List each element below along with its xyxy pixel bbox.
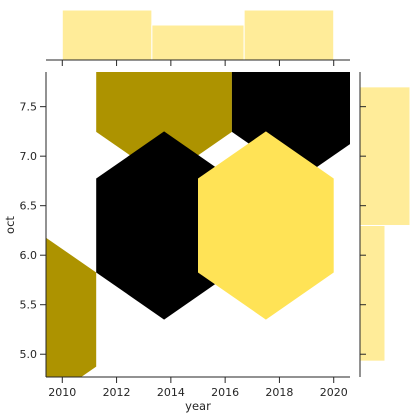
top-marginal-histogram bbox=[46, 9, 350, 66]
y-tick-label-6.5: 6.5 bbox=[20, 200, 38, 213]
x-tick-label-2018: 2018 bbox=[265, 386, 293, 399]
y-axis-label: oct bbox=[3, 216, 17, 234]
right-marginal-bars bbox=[359, 86, 411, 362]
top-marginal-bar-3 bbox=[243, 9, 335, 61]
y-tick-label-5.0: 5.0 bbox=[20, 348, 38, 361]
y-tick-label-6.0: 6.0 bbox=[20, 249, 38, 262]
hexbin-layer bbox=[46, 72, 350, 377]
x-tick-label-2014: 2014 bbox=[157, 386, 185, 399]
top-marginal-bar-2 bbox=[151, 24, 245, 61]
top-marginal-bars bbox=[61, 9, 335, 61]
hexbin-2 bbox=[96, 72, 232, 179]
x-tick-label-2010: 2010 bbox=[48, 386, 76, 399]
x-tick-label-2012: 2012 bbox=[103, 386, 131, 399]
right-marginal-bar-2 bbox=[359, 86, 411, 226]
hexbin-4 bbox=[96, 131, 232, 320]
y-tick-label-5.5: 5.5 bbox=[20, 299, 38, 312]
top-marginal-ticks bbox=[61, 60, 335, 66]
right-marginal-histogram bbox=[359, 72, 411, 377]
y-tick-label-7.5: 7.5 bbox=[20, 101, 38, 114]
x-axis-label: year bbox=[185, 399, 211, 413]
x-tick-label-2020: 2020 bbox=[320, 386, 348, 399]
right-marginal-ticks bbox=[360, 106, 366, 355]
y-tick-label-7.0: 7.0 bbox=[20, 150, 38, 163]
right-marginal-bar-1 bbox=[359, 224, 386, 362]
y-ticks: 5.0 5.5 6.0 6.5 7.0 7.5 bbox=[20, 101, 46, 361]
hexbin-1 bbox=[46, 237, 97, 377]
x-ticks: 2010 2012 2014 2016 2018 2020 bbox=[48, 377, 348, 399]
x-tick-label-2016: 2016 bbox=[211, 386, 239, 399]
top-marginal-bar-1 bbox=[61, 9, 153, 61]
main-plot-area: 2010 2012 2014 2016 2018 2020 5.0 5.5 6.0 6.5 7.0… bbox=[3, 72, 350, 413]
hexbin-5 bbox=[198, 131, 334, 320]
